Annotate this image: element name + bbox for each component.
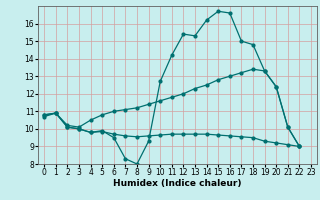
- X-axis label: Humidex (Indice chaleur): Humidex (Indice chaleur): [113, 179, 242, 188]
